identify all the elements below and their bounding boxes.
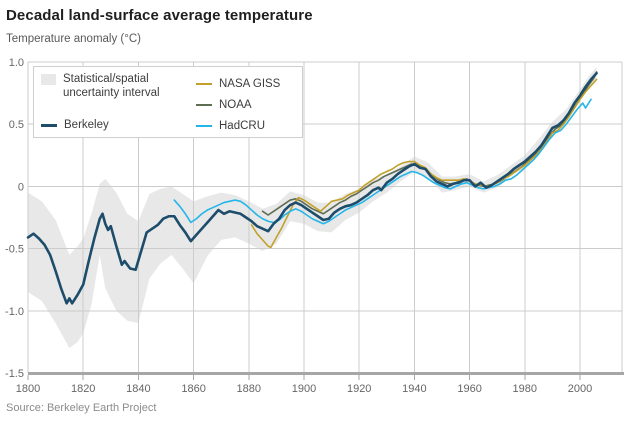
legend-swatch-berkeley	[41, 123, 57, 127]
legend-item-nasa: NASA GISS	[196, 77, 280, 91]
series-line-nasa-giss	[250, 78, 598, 249]
svg-text:1920: 1920	[347, 383, 371, 395]
svg-text:-0.5: -0.5	[5, 244, 24, 256]
legend-label-hadcru: HadCRU	[219, 120, 266, 132]
svg-text:2000: 2000	[568, 383, 592, 395]
series-line-berkeley	[26, 71, 598, 305]
y-tick-labels: 1.0 0.5 0 -0.5 -1.0 -1.5	[5, 57, 24, 380]
legend-swatch-hadcru	[196, 125, 212, 127]
legend: Statistical/spatial uncertainty interval…	[33, 66, 303, 138]
x-tick-labels: 1800 1820 1840 1860 1880 1900 1920 1940 1960 1980…	[16, 383, 592, 395]
svg-text:1820: 1820	[71, 383, 95, 395]
svg-text:1940: 1940	[402, 383, 426, 395]
legend-label-uncertainty: Statistical/spatial uncertainty interval	[63, 73, 160, 99]
source-attribution: Source: Berkeley Earth Project	[6, 402, 157, 414]
svg-text:1880: 1880	[237, 383, 261, 395]
legend-label-berkeley: Berkeley	[64, 119, 109, 131]
legend-item-noaa: NOAA	[196, 98, 252, 112]
svg-text:1900: 1900	[292, 383, 316, 395]
chart-title: Decadal land-surface average temperature	[6, 7, 313, 24]
svg-text:-1.0: -1.0	[5, 306, 24, 318]
uncertainty-swatch	[41, 74, 56, 85]
legend-label-noaa: NOAA	[219, 99, 252, 111]
svg-text:1800: 1800	[16, 383, 40, 395]
uncertainty-band	[28, 66, 597, 349]
svg-text:0: 0	[18, 181, 24, 193]
legend-item-berkeley: Berkeley	[41, 118, 109, 132]
svg-text:1.0: 1.0	[9, 57, 24, 69]
svg-text:1960: 1960	[457, 383, 481, 395]
svg-text:-1.5: -1.5	[5, 368, 24, 380]
legend-item-uncertainty: Statistical/spatial uncertainty interval	[41, 72, 185, 100]
legend-swatch-nasa	[196, 83, 212, 85]
svg-text:1980: 1980	[513, 383, 537, 395]
x-axis	[27, 372, 624, 380]
legend-label-nasa: NASA GISS	[219, 78, 281, 90]
legend-item-hadcru: HadCRU	[196, 119, 265, 133]
svg-text:0.5: 0.5	[9, 119, 24, 131]
gridlines	[27, 61, 623, 373]
svg-text:1840: 1840	[126, 383, 150, 395]
legend-swatch-noaa	[196, 104, 212, 106]
svg-text:1860: 1860	[181, 383, 205, 395]
chart-subtitle: Temperature anomaly (°C)	[6, 33, 141, 45]
